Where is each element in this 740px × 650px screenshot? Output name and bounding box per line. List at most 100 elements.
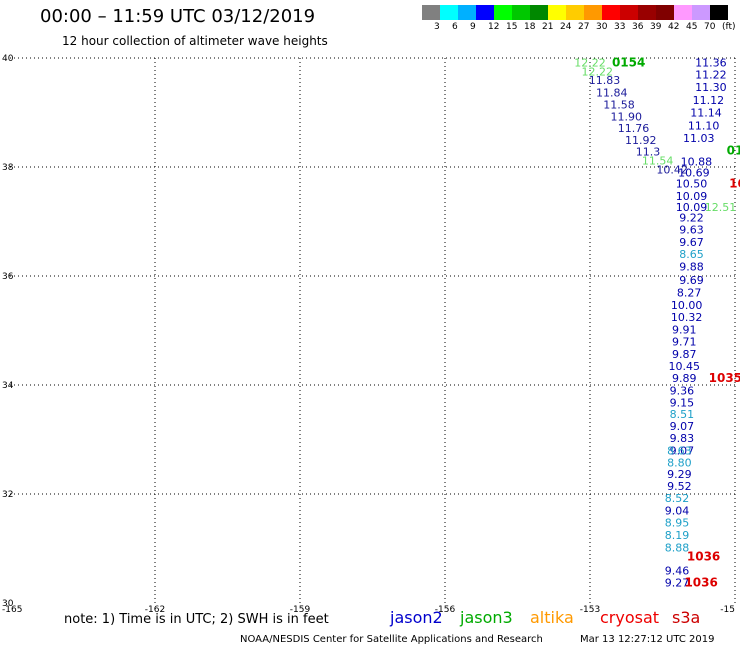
data-point-cryosat: 16 [729,176,740,190]
data-point-jason2: 11.36 [695,56,727,69]
data-point-jason2-light: 8.51 [670,408,695,421]
legend-swatch [422,5,440,20]
legend-swatch [620,5,638,20]
x-tick-label: -156 [435,605,456,615]
data-point-jason2: 11.03 [683,132,715,145]
data-point-jason2: 9.63 [679,224,704,237]
data-point-jason2: 9.36 [670,384,695,397]
data-point-cryosat: 1035 [709,371,740,385]
x-tick-label: -165 [2,605,22,615]
legend-swatch [494,5,512,20]
data-point-jason2: 11.10 [688,120,720,133]
y-tick-label: 34 [2,381,14,391]
legend-label: 21 [542,22,554,32]
data-point-jason3-light: 12.22 [582,66,614,79]
data-point-jason3-track: 11.92 [625,134,657,147]
color-scale-legend [422,5,728,20]
legend-swatch [440,5,458,20]
legend-label: 9 [470,22,476,32]
data-point-jason2: 9.15 [670,396,695,409]
legend-swatch [656,5,674,20]
y-tick-label: 40 [2,54,14,64]
data-point-jason2: 10.09 [676,201,708,214]
satellite-legend-s3a: s3a [672,608,701,627]
units-note: note: 1) Time is in UTC; 2) SWH is in fe… [64,612,329,627]
y-tick-label: 30 [2,599,14,609]
legend-label: 12 [488,22,500,32]
data-point-jason3-track: 11.3 [636,146,661,159]
legend-swatch [674,5,692,20]
satellite-legend-jason3: jason3 [460,608,513,627]
legend-swatch [548,5,566,20]
satellite-legend-cryosat: cryosat [600,608,660,627]
legend-swatch [476,5,494,20]
data-point-jason2: 11.22 [695,68,727,81]
data-point-cryosat: 1036 [687,550,720,564]
data-point-jason3-track: 10.42 [656,164,688,177]
data-point-jason3-track: 11.90 [611,110,643,123]
data-point-jason2: 9.27 [665,576,690,589]
legend-label: 36 [632,22,644,32]
data-point-jason2: 9.88 [679,261,704,274]
data-point-jason2: 9.52 [667,480,692,493]
legend-swatch [602,5,620,20]
data-point-jason2: 9.91 [672,323,697,336]
x-tick-label: -159 [290,605,311,615]
legend-label: 39 [650,22,662,32]
legend-label: 24 [560,22,572,32]
data-point-jason2: 10.50 [676,177,708,190]
legend-label: 70 [704,22,716,32]
data-point-jason2: 10.09 [676,190,708,203]
data-point-jason2: 10.88 [681,156,713,169]
legend-label: 42 [668,22,680,32]
data-point-jason2: 11.30 [695,81,727,94]
legend-label: 15 [506,22,518,32]
legend-swatch [692,5,710,20]
data-point-jason2: 9.07 [670,420,695,433]
data-point-jason3-light: 12.51 [705,201,737,214]
footer-timestamp: Mar 13 12:27:12 UTC 2019 [580,634,715,645]
data-point-jason2-light: 8.52 [665,492,690,505]
data-point-jason2-light: 8.80 [667,456,692,469]
footer-credit: NOAA/NESDIS Center for Satellite Applica… [240,634,543,645]
legend-label: 6 [452,22,458,32]
legend-label: 18 [524,22,536,32]
data-point-jason2-light: 8.88 [665,541,690,554]
legend-swatch [638,5,656,20]
data-point-jason2: 8.27 [677,286,702,299]
data-point-jason2: 9.07 [670,444,695,457]
data-point-jason2: 10.45 [669,360,701,373]
data-point-jason2: 9.46 [665,564,690,577]
data-point-jason2: 9.71 [672,335,697,348]
y-tick-label: 36 [2,272,14,282]
data-point-jason2: 9.04 [665,504,690,517]
data-point-cryosat: 1036 [684,575,717,589]
data-point-jason2-light: 8.65 [679,248,704,261]
data-point-jason2: 9.22 [679,212,704,225]
data-point-jason3-track: 11.83 [589,74,621,87]
legend-swatch [530,5,548,20]
satellite-legend-altika: altika [530,608,574,627]
legend-swatch [566,5,584,20]
data-point-jason2-light: 8.19 [665,529,690,542]
data-point-jason2-light: 8.95 [665,516,690,529]
chart-subtitle: 12 hour collection of altimeter wave hei… [62,34,328,48]
data-point-jason2-light: 8.63 [667,444,692,457]
data-point-jason2: 11.14 [690,107,722,120]
y-tick-label: 38 [2,163,14,173]
data-point-jason3-light: 12.22 [574,56,606,69]
legend-label: 3 [434,22,440,32]
data-point-jason2: 10.32 [671,311,703,324]
data-point-jason2: 9.69 [679,274,704,287]
legend-label: 45 [686,22,698,32]
data-point-jason3: 01 [727,144,740,158]
data-point-jason2: 10.69 [678,166,710,179]
data-point-jason2: 10.00 [671,299,703,312]
legend-swatch [584,5,602,20]
satellite-legend-jason2: jason2 [390,608,443,627]
legend-swatch [458,5,476,20]
legend-label: (ft) [722,22,736,32]
data-point-jason3-track: 11.58 [603,98,635,111]
legend-label: 27 [578,22,590,32]
